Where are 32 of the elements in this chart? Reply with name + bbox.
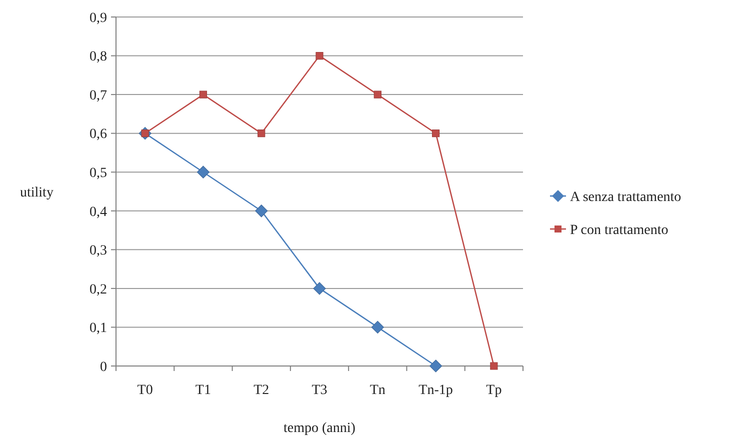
y-tick-label: 0,8 (90, 50, 107, 65)
point (316, 52, 324, 60)
x-tick-label: T2 (254, 383, 270, 398)
point (429, 360, 442, 372)
point (258, 130, 266, 138)
y-tick-label: 0,2 (90, 282, 107, 298)
legend-label: A senza trattamento (570, 190, 682, 205)
y-tick-label: 0,3 (90, 244, 107, 259)
point (255, 204, 268, 218)
y-tick-label: 0 (100, 360, 107, 375)
x-tick-label: Tn-1p (418, 383, 453, 398)
y-tick-label: 0,7 (90, 88, 107, 104)
y-tick-label: 0,4 (90, 204, 107, 220)
y-tick-label: 0,9 (90, 10, 107, 26)
y-tick-label: 0,5 (90, 166, 107, 182)
point (490, 362, 498, 370)
x-tick-label: T1 (195, 383, 211, 398)
y-tick-label: 0,6 (90, 127, 107, 142)
x-axis-title: tempo (anni) (284, 421, 356, 436)
y-tick-label: 0,1 (90, 321, 107, 336)
point (374, 90, 382, 98)
point (432, 130, 440, 138)
point (196, 166, 210, 178)
point (313, 282, 326, 295)
x-tick-label: T3 (312, 383, 328, 398)
x-tick-label: T0 (137, 383, 153, 398)
x-tick-label: Tn (370, 383, 386, 398)
point (199, 90, 208, 98)
legend-label: P con trattamento (570, 222, 668, 238)
y-axis-title: utility (20, 185, 54, 200)
x-tick-label: Tp (486, 383, 502, 398)
point (371, 320, 384, 334)
